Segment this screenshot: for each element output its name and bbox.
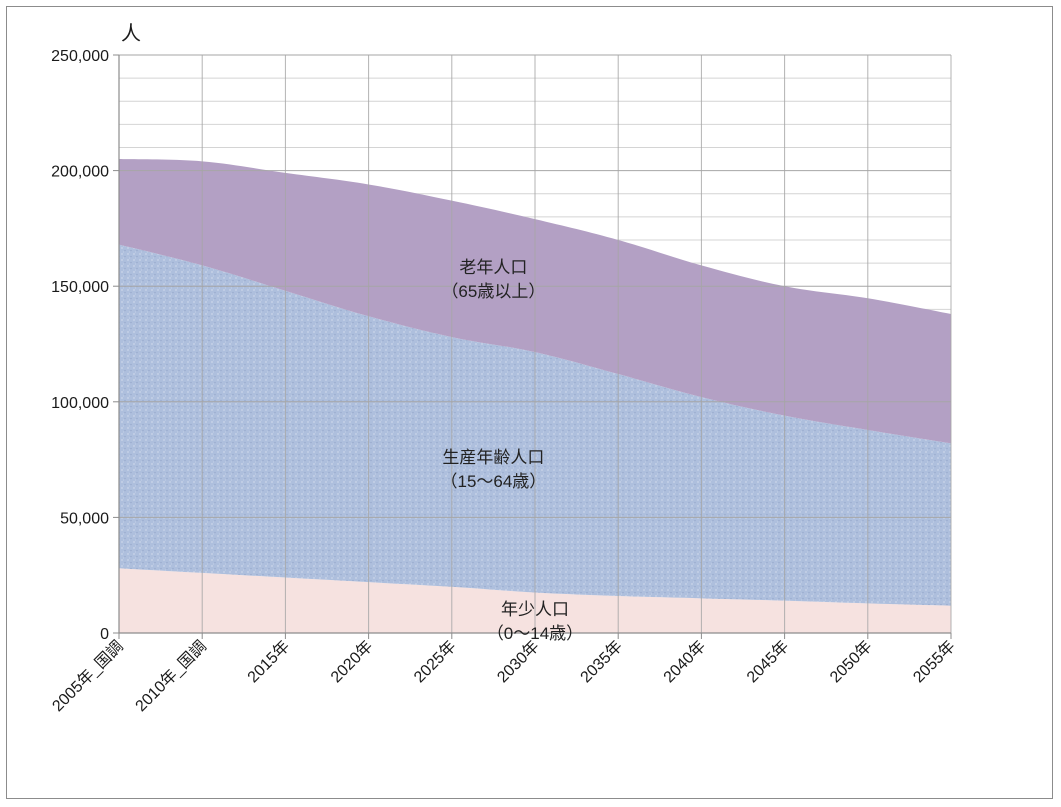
series-label-range: （15〜64歳） — [440, 472, 546, 491]
x-tick-label: 2020年 — [327, 637, 376, 686]
series-label-name: 生産年齢人口 — [442, 448, 544, 467]
y-tick-label: 50,000 — [60, 510, 109, 527]
x-tick-label: 2035年 — [577, 637, 626, 686]
x-tick-label: 2055年 — [910, 637, 959, 686]
series-label-name: 老年人口 — [459, 258, 527, 277]
axes — [113, 54, 952, 639]
x-tick-label: 2045年 — [743, 637, 792, 686]
x-tick-label: 2010年_国調 — [132, 637, 210, 715]
y-tick-labels: 0 50,000 100,000 150,000 200,000 250,000 — [51, 48, 109, 643]
y-tick-label: 0 — [100, 626, 109, 643]
x-tick-label: 2030年 — [494, 637, 543, 686]
x-tick-label: 2005年_国調 — [49, 637, 127, 715]
series-label-range: （0〜14歳） — [487, 624, 583, 643]
y-tick-label: 150,000 — [51, 279, 109, 296]
y-tick-label: 100,000 — [51, 395, 109, 412]
y-tick-label: 200,000 — [51, 164, 109, 181]
series-label-range: （65歳以上） — [441, 282, 545, 301]
x-tick-label: 2025年 — [410, 637, 459, 686]
x-tick-label: 2040年 — [660, 637, 709, 686]
series-labels: 年少人口 （0〜14歳） 生産年齢人口 （15〜64歳） 老年人口 （65歳以上） — [440, 258, 583, 643]
y-axis-unit: 人 — [121, 22, 141, 45]
x-tick-labels: 2005年_国調 2010年_国調 2015年 2020年 2025年 2030年 2035… — [49, 637, 959, 715]
x-tick-label: 2015年 — [244, 637, 293, 686]
area-chart: 0 50,000 100,000 150,000 200,000 250,000 2005… — [49, 22, 959, 715]
chart-frame: 0 50,000 100,000 150,000 200,000 250,000 2005… — [6, 6, 1053, 799]
x-tick-label: 2050年 — [826, 637, 875, 686]
series-label-name: 年少人口 — [501, 600, 569, 619]
y-tick-label: 250,000 — [51, 48, 109, 65]
